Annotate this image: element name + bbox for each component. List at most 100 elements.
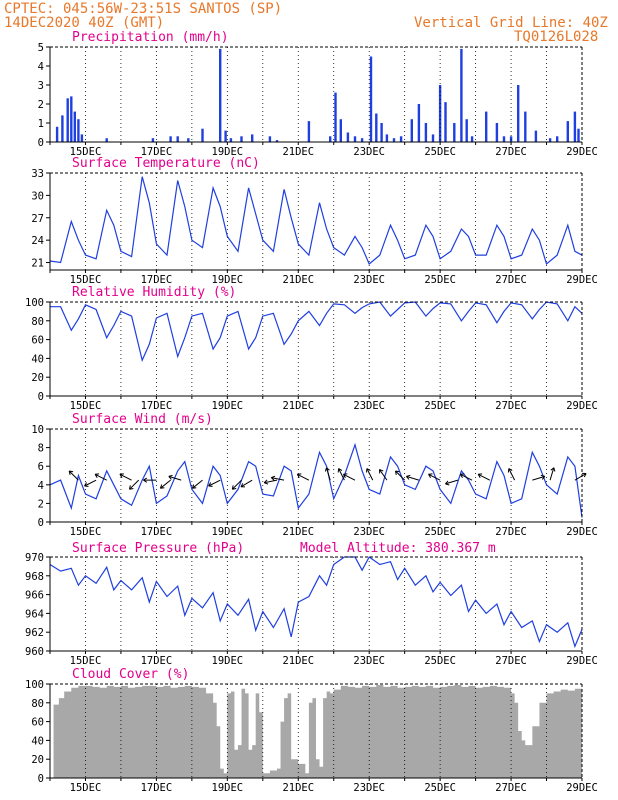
precip-bar	[524, 111, 527, 142]
x-tick-label: 21DEC	[282, 655, 314, 667]
pressure-series-line	[49, 556, 583, 649]
wind-vector	[477, 473, 491, 481]
wind-vector-head	[68, 470, 74, 476]
x-tick-label: 21DEC	[282, 526, 314, 538]
precip-bar	[70, 96, 73, 142]
precip-bar	[375, 113, 378, 142]
x-tick-label: 25DEC	[424, 526, 456, 538]
wind-vector	[406, 475, 419, 481]
wind-vector-head	[379, 469, 384, 474]
wind-vector	[160, 479, 171, 489]
x-tick-label: 29DEC	[566, 782, 598, 794]
y-tick-label: 2	[38, 99, 44, 111]
humidity-panel: Relative Humidity (%) 0 20 40 60 80 100 15DEC 1…	[25, 285, 598, 412]
y-tick-label: 968	[25, 571, 44, 583]
precip-bar	[444, 102, 447, 142]
cloud-cover-panel: Cloud Cover (%) 0 20 40 60 80 100 15DEC 17DEC 19…	[25, 667, 598, 794]
y-tick-label: 40	[31, 735, 44, 747]
rh-series-line	[50, 301, 583, 363]
precip-bar	[77, 119, 80, 142]
y-tick-label: 0	[38, 137, 44, 149]
precip-bar	[187, 138, 190, 142]
wind-vector-head	[231, 485, 237, 490]
wind-vector	[129, 479, 140, 490]
x-tick-label: 25DEC	[424, 782, 456, 794]
wind-vector-head	[129, 485, 134, 490]
y-tick-label: 21	[31, 258, 44, 270]
y-tick-label: 0	[38, 773, 44, 785]
y-tick-label: 30	[31, 190, 44, 202]
wind-vector-head	[428, 473, 433, 479]
precip-bar	[251, 134, 254, 142]
wind-vector-head	[84, 482, 89, 487]
y-tick-label: 10	[31, 424, 44, 436]
x-tick-label: 19DEC	[212, 655, 244, 667]
x-tick-label: 23DEC	[353, 655, 385, 667]
precip-bar	[534, 130, 538, 142]
x-tick-label: 27DEC	[495, 146, 527, 158]
x-tick-label: 29DEC	[566, 400, 598, 412]
precip-bar	[392, 138, 396, 142]
precip-bar	[151, 138, 155, 142]
precip-bar	[201, 128, 204, 142]
y-tick-label: 966	[25, 590, 44, 602]
wind-vector-head	[395, 470, 400, 476]
wind-vector-head	[208, 482, 213, 487]
wind-vector	[460, 473, 473, 481]
y-tick-label: 80	[31, 316, 44, 328]
header-model-id: TQ0126L028	[514, 29, 598, 45]
header-grid-note: Vertical Grid Line: 40Z	[414, 15, 608, 31]
model-altitude-label: Model Altitude: 380.367 m	[300, 541, 496, 556]
wind-vector-head	[143, 477, 148, 483]
x-tick-label: 27DEC	[495, 526, 527, 538]
x-tick-label: 17DEC	[141, 526, 173, 538]
wind-vector-head	[342, 473, 348, 479]
x-tick-label: 19DEC	[212, 782, 244, 794]
x-tick-label: 29DEC	[566, 274, 598, 286]
precip-bar	[502, 136, 506, 142]
pressure-panel: Surface Pressure (hPa) Model Altitude: 3…	[25, 541, 598, 667]
wind-vector-head	[263, 479, 269, 485]
x-tick-label: 27DEC	[495, 655, 527, 667]
wind-vector	[68, 470, 79, 481]
x-tick-label: 21DEC	[282, 146, 314, 158]
wind-vector	[297, 473, 310, 481]
x-tick-label: 15DEC	[70, 400, 102, 412]
y-tick-label: 960	[25, 646, 44, 658]
precip-bar	[268, 136, 272, 142]
precip-bar	[334, 92, 337, 142]
precip-bar	[169, 136, 172, 142]
y-tick-label: 40	[31, 353, 44, 365]
y-tick-label: 2	[38, 498, 44, 510]
y-tick-label: 964	[25, 608, 44, 620]
precip-bar	[61, 115, 64, 142]
precipitation-panel: Precipitation (mm/h) 0 1 2 3 4 5 15DEC 17DEC 19D…	[38, 30, 598, 158]
wind-vector	[549, 467, 555, 481]
precip-bar	[219, 48, 222, 142]
wind-vector	[343, 473, 356, 481]
wind-vector	[94, 473, 107, 481]
y-tick-label: 5	[38, 42, 44, 54]
x-tick-label: 23DEC	[353, 782, 385, 794]
x-tick-label: 25DEC	[424, 400, 456, 412]
y-tick-label: 4	[38, 61, 44, 73]
wind-vector	[366, 468, 374, 481]
y-tick-label: 100	[25, 297, 44, 309]
x-tick-label: 15DEC	[70, 146, 102, 158]
wind-panel: Surface Wind (m/s) 0 2 4 6 8 10 15DEC 17DEC 19DE…	[31, 412, 597, 538]
x-tick-label: 21DEC	[282, 274, 314, 286]
x-tick-label: 23DEC	[353, 526, 385, 538]
precip-bar	[566, 121, 569, 142]
x-tick-label: 19DEC	[212, 400, 244, 412]
precip-bar	[176, 136, 179, 142]
precip-bar	[229, 138, 233, 142]
precipitation-title: Precipitation (mm/h)	[72, 30, 229, 45]
precip-bar	[73, 111, 76, 142]
y-tick-label: 1	[38, 118, 44, 130]
wind-vector	[428, 473, 441, 481]
pressure-title: Surface Pressure (hPa)	[72, 541, 244, 556]
y-tick-label: 4	[38, 480, 44, 492]
wind-vector-head	[477, 473, 483, 479]
x-tick-label: 23DEC	[353, 274, 385, 286]
y-tick-label: 0	[38, 517, 44, 529]
